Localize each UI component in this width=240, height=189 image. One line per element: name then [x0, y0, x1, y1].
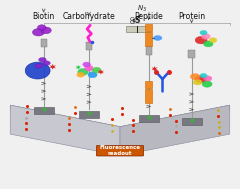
Ellipse shape [209, 38, 217, 43]
FancyBboxPatch shape [34, 107, 54, 115]
FancyBboxPatch shape [145, 32, 152, 46]
Polygon shape [98, 69, 104, 75]
Ellipse shape [37, 25, 46, 30]
Ellipse shape [35, 64, 43, 68]
Polygon shape [120, 105, 230, 156]
Ellipse shape [41, 27, 51, 34]
FancyBboxPatch shape [188, 50, 195, 58]
Text: Protein: Protein [178, 12, 205, 21]
Ellipse shape [204, 41, 213, 47]
Ellipse shape [195, 36, 207, 44]
Ellipse shape [32, 29, 44, 36]
Text: O: O [129, 20, 134, 25]
Ellipse shape [77, 72, 84, 77]
Polygon shape [10, 105, 120, 156]
Text: Peptide: Peptide [134, 12, 163, 21]
Text: Biotin: Biotin [32, 12, 55, 21]
Polygon shape [10, 105, 230, 132]
Ellipse shape [204, 76, 212, 81]
Ellipse shape [153, 36, 162, 40]
Ellipse shape [190, 74, 200, 80]
FancyBboxPatch shape [126, 26, 150, 32]
Ellipse shape [92, 67, 101, 73]
Ellipse shape [202, 81, 212, 87]
Ellipse shape [78, 69, 88, 75]
Ellipse shape [43, 61, 50, 65]
FancyBboxPatch shape [145, 24, 152, 31]
FancyBboxPatch shape [145, 46, 152, 55]
FancyBboxPatch shape [182, 118, 202, 125]
Text: O: O [129, 17, 134, 22]
FancyBboxPatch shape [145, 89, 152, 103]
Text: Carbohydrate: Carbohydrate [63, 12, 115, 21]
Ellipse shape [88, 72, 97, 78]
Polygon shape [151, 66, 158, 72]
Ellipse shape [200, 73, 207, 78]
Ellipse shape [202, 34, 210, 39]
Ellipse shape [85, 65, 93, 71]
FancyBboxPatch shape [86, 42, 92, 50]
Polygon shape [76, 65, 81, 70]
FancyBboxPatch shape [139, 115, 159, 122]
Text: Fluorescence
readout: Fluorescence readout [100, 145, 140, 156]
Ellipse shape [200, 30, 207, 35]
FancyBboxPatch shape [41, 39, 47, 47]
Polygon shape [49, 64, 56, 70]
FancyBboxPatch shape [79, 111, 99, 118]
Text: S: S [134, 16, 139, 25]
Ellipse shape [83, 62, 90, 67]
Text: $N_3$: $N_3$ [137, 3, 147, 14]
FancyBboxPatch shape [96, 146, 144, 156]
Ellipse shape [195, 76, 206, 83]
FancyBboxPatch shape [145, 81, 152, 88]
Ellipse shape [39, 57, 46, 62]
Ellipse shape [193, 79, 202, 85]
Ellipse shape [25, 62, 50, 79]
